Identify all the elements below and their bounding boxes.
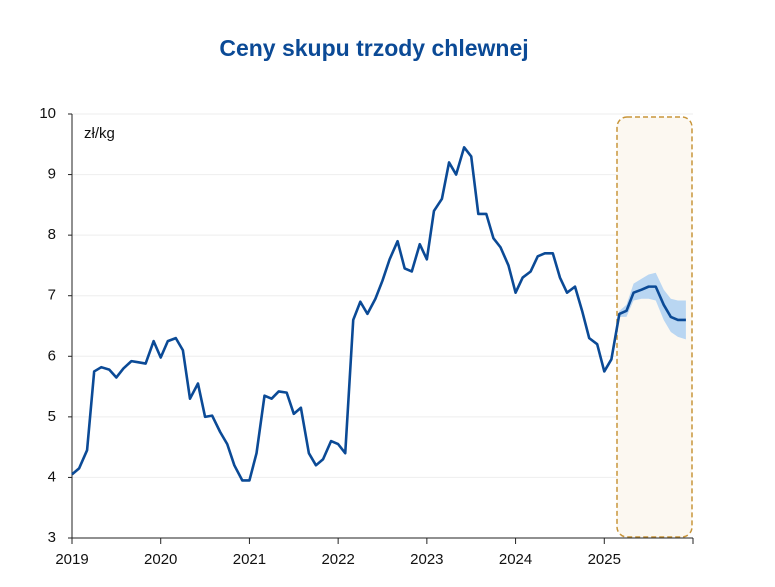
y-tick-label: 10 xyxy=(39,105,56,122)
x-tick-label: 2024 xyxy=(499,551,532,568)
y-tick-label: 9 xyxy=(48,166,56,183)
chart-title: Ceny skupu trzody chlewnej xyxy=(219,35,528,61)
y-tick-label: 6 xyxy=(48,347,56,364)
x-tick-label: 2021 xyxy=(233,551,266,568)
unit-label: zł/kg xyxy=(84,125,115,142)
y-tick-label: 4 xyxy=(48,468,56,485)
y-tick-label: 8 xyxy=(48,226,56,243)
y-tick-label: 3 xyxy=(48,529,56,546)
x-tick-label: 2022 xyxy=(321,551,354,568)
y-tick-label: 7 xyxy=(48,287,56,304)
y-tick-label: 5 xyxy=(48,408,56,425)
x-tick-label: 2019 xyxy=(55,551,88,568)
x-tick-label: 2020 xyxy=(144,551,177,568)
x-tick-label: 2025 xyxy=(588,551,621,568)
x-tick-label: 2023 xyxy=(410,551,443,568)
forecast-band xyxy=(611,272,686,360)
price-line xyxy=(71,146,686,482)
